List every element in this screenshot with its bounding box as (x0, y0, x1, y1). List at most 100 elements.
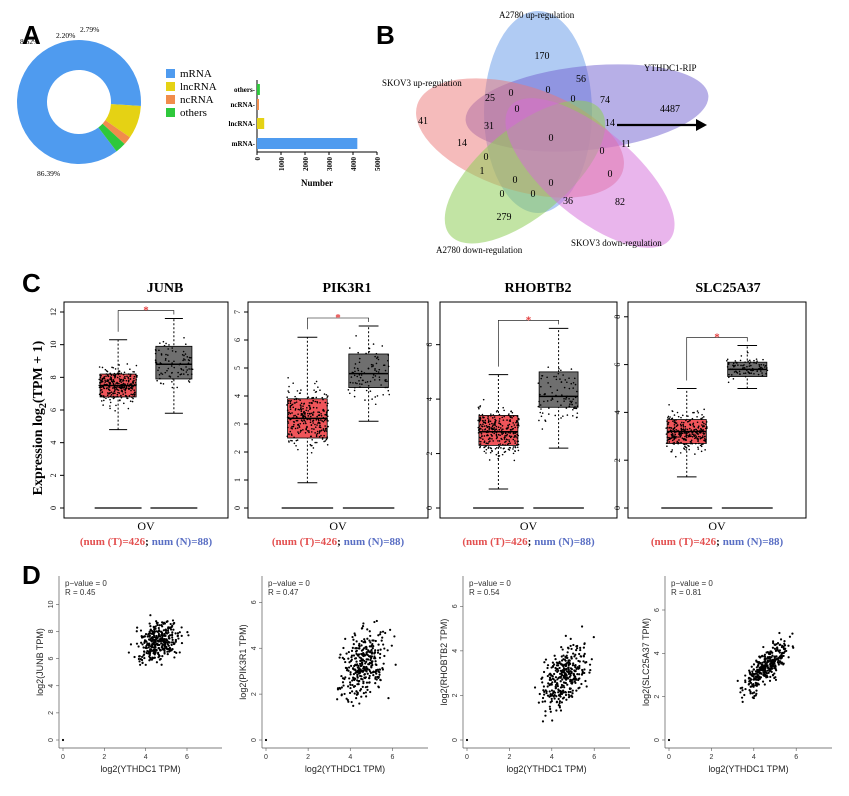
data-point (354, 671, 357, 674)
p-value-label: p−value = 0 (469, 579, 511, 588)
data-point (779, 638, 783, 641)
data-point (735, 370, 737, 373)
bar-category-label: mRNA- (232, 140, 256, 148)
data-point (351, 646, 354, 649)
data-point (162, 629, 165, 632)
data-point (107, 386, 110, 388)
data-point (574, 383, 577, 386)
data-point (500, 429, 503, 431)
data-point (341, 656, 344, 659)
data-point (767, 671, 770, 675)
data-point (157, 634, 161, 637)
data-point (559, 669, 563, 672)
data-point (148, 650, 151, 653)
data-point (159, 377, 161, 380)
data-point (354, 634, 357, 637)
data-point (497, 452, 500, 455)
legend-lncrna: lncRNA (180, 81, 217, 93)
donut-label-ncrna: 2.20% (56, 31, 75, 40)
data-point (381, 666, 384, 670)
data-point (553, 680, 557, 683)
data-point (478, 417, 481, 419)
data-point (129, 400, 132, 402)
data-point (773, 656, 776, 660)
data-point (761, 654, 764, 657)
data-point (771, 654, 774, 657)
data-point (383, 647, 386, 650)
data-point (569, 672, 572, 675)
data-point (356, 683, 359, 686)
data-point (184, 343, 187, 346)
x-tick-label: 4 (144, 754, 148, 761)
data-point (741, 700, 744, 703)
data-point (374, 369, 376, 371)
data-point (304, 421, 307, 423)
data-point (512, 438, 515, 441)
y-tick-label: 0 (613, 506, 622, 510)
data-point (697, 440, 699, 442)
data-point (369, 671, 373, 674)
data-point (133, 379, 135, 382)
data-point (311, 428, 313, 430)
data-point (107, 388, 110, 391)
data-point (367, 658, 370, 661)
data-point (539, 393, 541, 396)
data-point (759, 676, 763, 679)
data-point (539, 404, 542, 406)
data-point (366, 672, 369, 675)
data-point (693, 426, 696, 428)
data-point (127, 377, 130, 379)
data-point (757, 674, 760, 677)
data-point (776, 642, 780, 645)
data-point (163, 645, 166, 648)
data-point (154, 627, 157, 630)
data-point (115, 373, 117, 376)
data-point (676, 442, 679, 444)
data-point (352, 673, 356, 676)
data-point (128, 385, 130, 388)
data-point (316, 401, 319, 404)
data-point (372, 376, 374, 379)
data-point (691, 435, 694, 438)
data-point (484, 428, 487, 430)
data-point (105, 387, 108, 390)
data-point (379, 648, 382, 651)
data-point (182, 350, 185, 353)
data-point (701, 421, 704, 423)
data-point (500, 431, 503, 434)
data-point (375, 370, 378, 373)
data-point (326, 415, 329, 418)
data-point (558, 704, 561, 708)
data-point (747, 683, 750, 686)
data-point (694, 453, 696, 455)
data-point (111, 396, 113, 398)
data-point (366, 688, 369, 691)
data-point (514, 442, 517, 444)
data-point (488, 423, 491, 426)
data-point (668, 417, 670, 420)
data-point (115, 388, 118, 390)
data-point (551, 675, 554, 678)
data-point (671, 449, 674, 451)
data-point (313, 428, 315, 430)
data-point (140, 655, 144, 659)
data-point (149, 625, 152, 628)
data-point (117, 389, 120, 391)
data-point (102, 404, 104, 406)
data-point (578, 664, 581, 668)
data-point (575, 649, 578, 652)
data-point (315, 380, 318, 383)
data-point (316, 432, 319, 435)
bar-x-tick-label: 5000 (374, 157, 382, 172)
data-point (390, 644, 393, 647)
data-point (570, 382, 573, 385)
data-point (133, 384, 136, 386)
data-point (173, 366, 176, 369)
data-point (770, 660, 773, 663)
data-point (358, 361, 361, 364)
data-point (668, 426, 671, 429)
data-point (300, 406, 302, 409)
data-point (387, 354, 390, 356)
data-point (575, 689, 578, 692)
data-point (131, 382, 134, 384)
